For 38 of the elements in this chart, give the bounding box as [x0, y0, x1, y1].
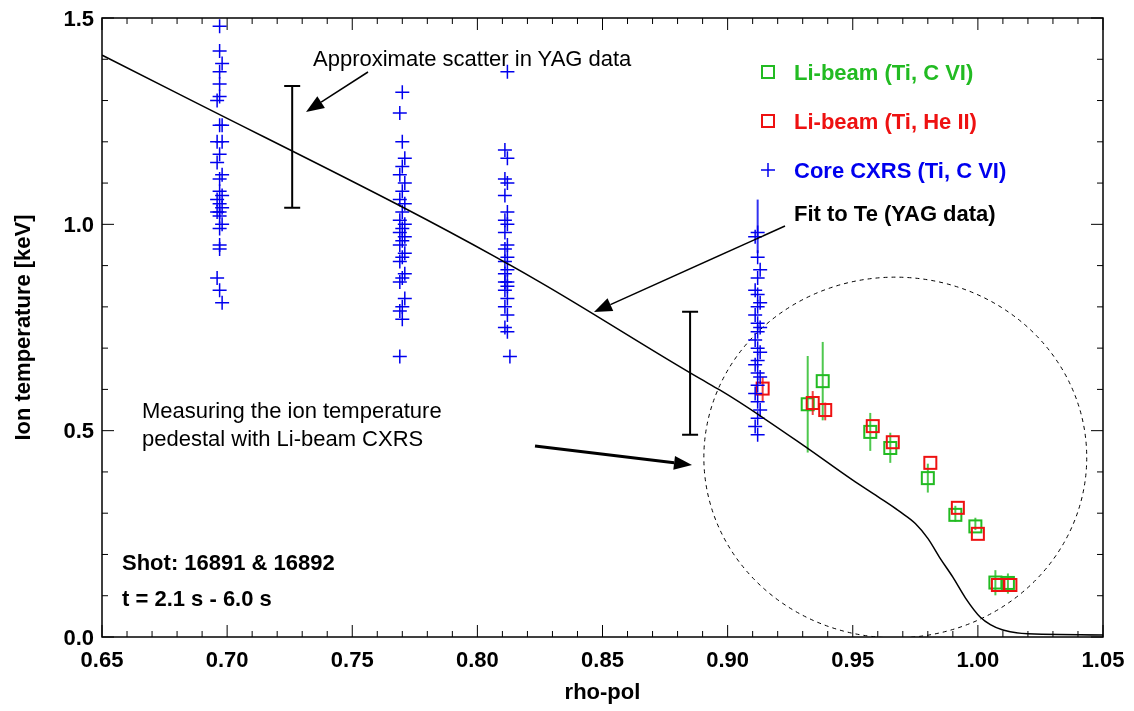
- point: [863, 424, 878, 439]
- point: [805, 396, 820, 411]
- annotation: Shot: 16891 & 16892: [122, 550, 335, 575]
- point: [948, 507, 963, 522]
- x-tick-label: 0.80: [455, 647, 499, 672]
- y-tick-label: 0.0: [63, 624, 94, 650]
- point: [885, 435, 900, 450]
- point: [920, 471, 935, 486]
- point: [883, 441, 898, 455]
- point: [970, 526, 985, 541]
- y-axis-title: Ion temperature [keV]: [10, 214, 35, 441]
- point: [815, 374, 830, 389]
- annotation: t = 2.1 s - 6.0 s: [122, 586, 272, 611]
- point: [950, 500, 965, 515]
- legend-label: Li-beam (Ti, He II): [794, 108, 977, 134]
- legend-label: Li-beam (Ti, C VI): [794, 59, 974, 85]
- point: [968, 519, 983, 534]
- text: Fit to Te (YAG data): [794, 200, 996, 226]
- legend-label: Core CXRS (Ti, C VI): [794, 157, 1007, 183]
- x-tick-label: 0.95: [831, 647, 875, 672]
- x-tick-label: 0.85: [581, 647, 624, 672]
- y-tick-label: 0.5: [63, 418, 94, 444]
- x-axis-title: rho-pol: [564, 679, 641, 704]
- point: [818, 403, 833, 418]
- x-tick-label: 1.05: [1081, 647, 1125, 672]
- x-tick-label: 0.75: [330, 647, 374, 672]
- annotation: Approximate scatter in YAG data: [313, 46, 633, 71]
- point: [923, 455, 938, 470]
- point: [755, 381, 770, 396]
- x-tick-label: 0.90: [706, 647, 750, 672]
- point: [865, 419, 880, 434]
- annotation: Measuring the ion temperature pedestal with Li-beam CXRS: [142, 398, 442, 451]
- x-tick-label: 0.65: [80, 647, 124, 672]
- x-tick-label: 1.00: [956, 647, 1000, 672]
- point: [800, 397, 815, 412]
- y-tick-label: 1.0: [63, 212, 94, 238]
- x-tick-label: 0.70: [205, 647, 249, 672]
- y-tick-label: 1.5: [63, 5, 94, 31]
